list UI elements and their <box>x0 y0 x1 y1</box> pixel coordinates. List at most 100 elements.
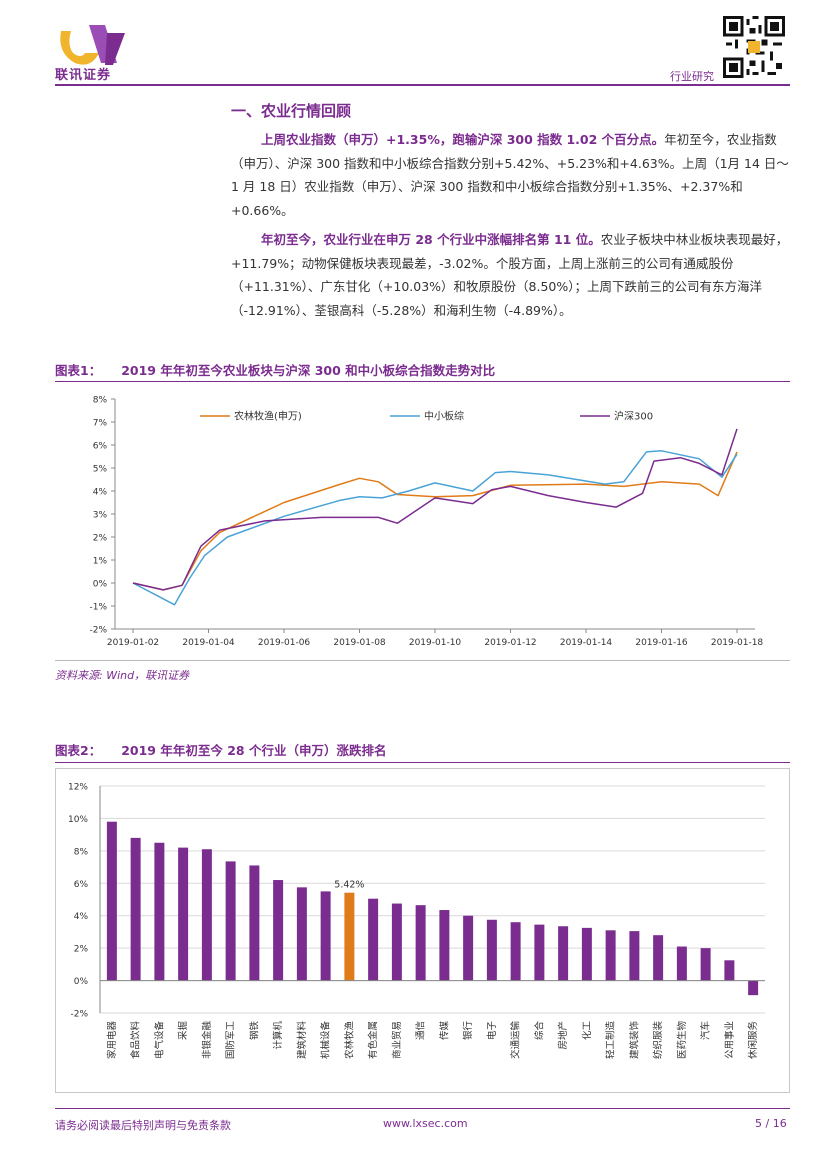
category-label: 有色金属 <box>367 1021 379 1059</box>
category-label: 综合 <box>533 1021 545 1041</box>
series-line <box>132 450 738 606</box>
legend-label: 农林牧渔(申万) <box>234 410 302 423</box>
figure-2-title: 图表2： 2019 年年初至今 28 个行业（申万）涨跌排名 <box>55 740 386 759</box>
category-label: 公用事业 <box>723 1021 735 1059</box>
bar <box>344 892 355 981</box>
series-line <box>132 428 738 591</box>
category-label: 电气设备 <box>153 1021 165 1060</box>
footer-url-link[interactable]: www.lxsec.com <box>383 1117 468 1130</box>
document-type: 行业研究 <box>670 70 714 83</box>
bar <box>534 924 545 981</box>
footer-disclaimer[interactable]: 请务必阅读最后特别声明与免责条款 <box>55 1119 231 1132</box>
y-tick-label: -2% <box>70 1010 88 1020</box>
header-divider <box>55 84 790 86</box>
bar <box>676 946 687 981</box>
y-tick-label: 6% <box>74 880 89 890</box>
category-label: 汽车 <box>700 1021 712 1040</box>
category-label: 非银金融 <box>201 1021 213 1060</box>
bar <box>154 842 165 981</box>
figure-1-rule <box>55 381 790 382</box>
paragraph-2: 年初至今，农业行业在申万 28 个行业中涨幅排名第 11 位。农业子板块中林业板… <box>231 228 791 322</box>
bar <box>486 919 497 981</box>
chart-frame <box>55 768 790 1093</box>
y-tick-label: 2% <box>93 534 108 544</box>
bar <box>724 960 735 981</box>
series-line <box>132 451 738 591</box>
bar <box>106 821 117 981</box>
y-tick-label: 0% <box>93 580 108 590</box>
category-label: 银行 <box>462 1021 474 1041</box>
bar <box>320 891 331 981</box>
highlight-data-label: 5.42% <box>334 880 364 891</box>
category-label: 建筑材料 <box>296 1021 308 1060</box>
category-label: 传媒 <box>438 1021 450 1041</box>
category-label: 农林牧渔 <box>343 1021 355 1060</box>
category-label: 交通运输 <box>510 1021 522 1060</box>
y-tick-label: 1% <box>93 557 108 567</box>
figure-1-title: 图表1： 2019 年年初至今农业板块与沪深 300 和中小板综合指数走势对比 <box>55 360 495 379</box>
x-tick-label: 2019-01-18 <box>711 638 764 648</box>
y-tick-label: 7% <box>93 419 108 429</box>
bar <box>581 927 592 981</box>
legend-label: 沪深300 <box>614 410 653 423</box>
x-tick-label: 2019-01-12 <box>484 638 536 648</box>
bar <box>368 898 379 981</box>
bar <box>653 935 664 981</box>
y-tick-label: 2% <box>74 945 89 955</box>
x-tick-label: 2019-01-02 <box>107 638 159 648</box>
legend-label: 中小板综 <box>424 410 464 423</box>
y-tick-label: 10% <box>68 815 88 825</box>
bar <box>510 922 521 981</box>
y-tick-label: 12% <box>68 783 88 793</box>
category-label: 建筑装饰 <box>628 1021 640 1059</box>
line-chart: -2% -1% 0% 1% 2% 3% 4% 5% 6% 7% 8% 2019-01-02 2019-0… <box>89 396 764 649</box>
category-label: 房地产 <box>557 1021 569 1050</box>
figure-1-caption: 2019 年年初至今农业板块与沪深 300 和中小板综合指数走势对比 <box>121 363 496 378</box>
paragraph-1: 上周农业指数（申万）+1.35%，跑输沪深 300 指数 1.02 个百分点。年… <box>231 128 791 222</box>
category-label: 医药生物 <box>676 1021 688 1060</box>
category-label: 电子 <box>486 1021 498 1041</box>
x-tick-label: 2019-01-04 <box>182 638 235 648</box>
bar <box>296 887 307 981</box>
y-tick-label: 6% <box>93 442 108 452</box>
bar <box>605 930 616 981</box>
x-tick-label: 2019-01-06 <box>258 638 311 648</box>
x-tick-label: 2019-01-16 <box>635 638 688 648</box>
figure-2-caption: 2019 年年初至今 28 个行业（申万）涨跌排名 <box>121 743 387 758</box>
paragraph-2-lead: 年初至今，农业行业在申万 28 个行业中涨幅排名第 11 位。 <box>261 232 601 247</box>
bar <box>391 903 402 981</box>
bar <box>558 926 569 981</box>
bar <box>249 865 260 981</box>
bar <box>748 980 759 996</box>
figure-1-source: 资料来源: Wind，联讯证券 <box>55 669 190 682</box>
category-label: 钢铁 <box>248 1021 260 1041</box>
section-title: 一、农业行情回顾 <box>231 102 352 120</box>
y-tick-label: 0% <box>74 977 89 987</box>
figure-2-rule <box>55 762 790 763</box>
x-tick-label: 2019-01-10 <box>409 638 462 648</box>
bar <box>629 931 640 981</box>
category-label: 食品饮料 <box>130 1021 142 1060</box>
figure-1-label: 图表1： <box>55 363 102 378</box>
y-tick-label: 8% <box>93 396 108 406</box>
y-tick-label: 4% <box>74 912 89 922</box>
y-tick-label: 3% <box>93 511 108 521</box>
category-label: 轻工制造 <box>605 1021 617 1060</box>
bar <box>178 847 189 981</box>
qr-code-icon <box>723 16 785 78</box>
bar <box>700 948 711 981</box>
y-tick-label: -2% <box>89 626 107 636</box>
paragraph-2-body: 农业子板块中林业板块表现最好，+11.79%；动物保健板块表现最差，-3.02%… <box>231 232 789 318</box>
x-tick-label: 2019-01-14 <box>560 638 613 648</box>
y-tick-label: -1% <box>89 603 107 613</box>
category-label: 家用电器 <box>106 1021 118 1060</box>
category-label: 商业贸易 <box>391 1021 403 1059</box>
page-number: 5 / 16 <box>755 1117 787 1130</box>
company-logo <box>60 25 125 65</box>
y-tick-label: 8% <box>74 847 89 857</box>
figure-2-label: 图表2： <box>55 743 102 758</box>
bar-chart: -2% 0% 2% 4% 6% 8% 10% 12% 家用电器 食品饮料 电气设备 采掘 非银金融 国防军… <box>55 768 790 1093</box>
bar <box>273 880 284 981</box>
footer-divider <box>55 1108 790 1109</box>
bar <box>463 915 474 981</box>
